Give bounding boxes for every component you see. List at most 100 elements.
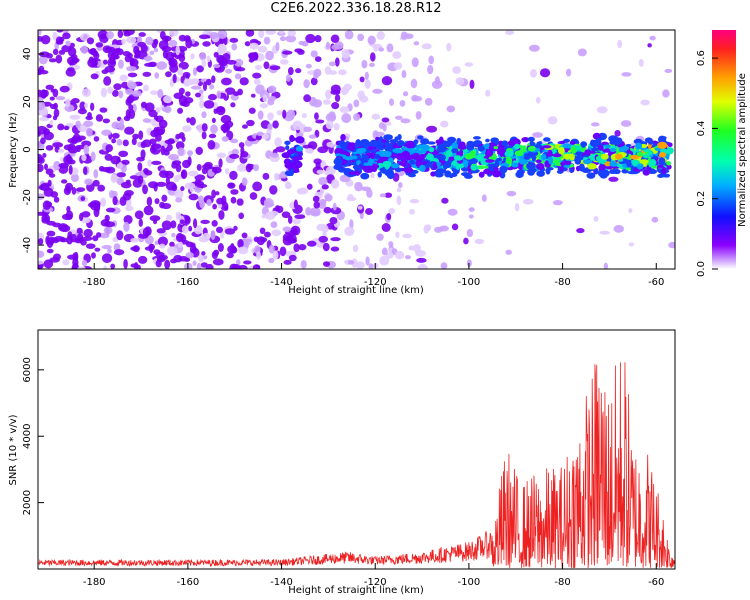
spectrogram-cell bbox=[521, 136, 530, 143]
spectrogram-cell bbox=[38, 68, 42, 76]
spectrogram-cell bbox=[621, 72, 632, 77]
spectrogram-cell bbox=[93, 52, 100, 59]
spectrogram-cell bbox=[174, 189, 184, 200]
spectrogram-cell bbox=[264, 231, 271, 238]
spectrogram-cell bbox=[49, 96, 55, 101]
spectrogram-cell bbox=[339, 106, 350, 114]
spectrogram-cell bbox=[154, 240, 159, 246]
spectrogram-cell bbox=[249, 192, 258, 200]
spectrogram-cell bbox=[432, 161, 437, 169]
spectrogram-cell bbox=[161, 194, 168, 202]
spectrogram-cell bbox=[109, 59, 116, 65]
spectrogram-cell bbox=[52, 88, 59, 98]
spectrogram-cell bbox=[114, 48, 121, 54]
spectrogram-cell bbox=[265, 50, 274, 61]
x-tick-label: -120 bbox=[364, 277, 387, 288]
spectrogram-cell bbox=[386, 121, 392, 126]
spectrogram-cell bbox=[596, 106, 608, 114]
spectrogram-cell bbox=[72, 137, 83, 143]
spectrogram-cell bbox=[233, 225, 238, 231]
spectrogram-cell bbox=[338, 139, 346, 148]
spectrogram-cell bbox=[160, 145, 166, 156]
spectrogram-cell bbox=[159, 30, 166, 40]
spectrogram-cell bbox=[463, 163, 469, 168]
spectrogram-cell bbox=[202, 81, 208, 92]
spectrogram-cell bbox=[401, 70, 407, 79]
spectrogram-cell bbox=[388, 241, 394, 248]
spectrogram-cell bbox=[104, 214, 110, 222]
spectrogram-cell bbox=[468, 214, 474, 219]
spectrogram-cell bbox=[242, 124, 248, 129]
spectrogram-cell bbox=[119, 74, 128, 82]
spectrogram-cell bbox=[58, 36, 65, 43]
spectrogram-cell bbox=[412, 152, 420, 159]
spectrogram-cell bbox=[618, 146, 627, 153]
spectrogram-cell bbox=[239, 77, 249, 86]
spectrogram-cell bbox=[178, 61, 189, 70]
spectrogram-cell bbox=[40, 35, 51, 45]
spectrogram-cell bbox=[82, 236, 93, 241]
spectrogram-cell bbox=[168, 39, 178, 47]
spectrogram-cell bbox=[281, 211, 291, 219]
spectrogram-cell bbox=[330, 89, 341, 95]
spectrogram-cell bbox=[274, 172, 279, 181]
spectrogram-cell bbox=[105, 46, 116, 53]
spectrogram-cell bbox=[485, 138, 490, 143]
x-tick-label: -140 bbox=[270, 277, 293, 288]
spectrogram-cell bbox=[411, 57, 419, 68]
spectrogram-cell bbox=[69, 114, 81, 120]
spectrogram-cell bbox=[438, 136, 444, 144]
spectrogram-cell bbox=[57, 123, 65, 131]
spectrogram-cell bbox=[117, 30, 124, 39]
spectrogram-cell bbox=[63, 155, 74, 165]
spectrogram-cell bbox=[409, 208, 415, 215]
spectrogram-cell bbox=[237, 264, 248, 269]
spectrogram-cell bbox=[38, 30, 42, 36]
spectrogram-cell bbox=[443, 161, 452, 169]
spectrogram-cell bbox=[468, 207, 475, 212]
spectrogram-cell bbox=[347, 193, 354, 201]
spectrogram-cell bbox=[405, 140, 415, 149]
spectrogram-cell bbox=[636, 151, 644, 157]
spectrogram-cell bbox=[38, 195, 45, 201]
spectrogram-cell bbox=[381, 117, 390, 123]
spectrogram-cell bbox=[118, 59, 124, 69]
spectrogram-cell bbox=[389, 98, 394, 106]
spectrogram-cell bbox=[211, 166, 222, 174]
spectrogram-cell bbox=[249, 42, 259, 50]
spectrogram-cell bbox=[118, 90, 124, 99]
spectrogram-cell bbox=[212, 258, 224, 266]
spectrogram-cell bbox=[153, 47, 159, 53]
spectrogram-cell bbox=[366, 188, 373, 198]
spectrogram-cell bbox=[516, 169, 525, 175]
spectrogram-cell bbox=[181, 225, 189, 234]
spectrogram-cell bbox=[478, 171, 485, 178]
spectrogram-cell bbox=[63, 125, 70, 131]
spectrogram-cell bbox=[514, 150, 524, 157]
spectrogram-cell bbox=[434, 171, 444, 178]
spectrogram-cell bbox=[424, 162, 432, 168]
spectrogram-cell bbox=[325, 120, 334, 130]
spectrogram-cell bbox=[347, 144, 356, 151]
spectrogram-cell bbox=[430, 171, 436, 177]
spectrogram-cell bbox=[61, 213, 73, 221]
spectrogram-cell bbox=[230, 138, 239, 144]
spectrogram-cell bbox=[361, 140, 368, 146]
spectrogram-cell bbox=[192, 218, 198, 229]
spectrogram-cell bbox=[95, 114, 104, 122]
y-tick-label: 2000 bbox=[22, 490, 33, 515]
spectrogram-cell bbox=[529, 140, 534, 146]
snr-frame bbox=[37, 329, 676, 570]
spectrogram-cell bbox=[400, 158, 408, 167]
spectrogram-cell bbox=[196, 262, 202, 269]
spectrogram-cell bbox=[135, 172, 145, 177]
x-tick-label: -60 bbox=[648, 577, 664, 588]
spectrogram-cell bbox=[116, 161, 124, 170]
spectrogram-cell bbox=[648, 140, 654, 145]
spectrogram-cell bbox=[451, 223, 459, 231]
spectrogram-cell bbox=[183, 78, 191, 87]
spectrogram-cell bbox=[173, 254, 183, 263]
spectrogram-cell bbox=[257, 110, 264, 120]
spectrogram-cell bbox=[170, 220, 177, 229]
spectrogram-cell bbox=[202, 232, 211, 241]
